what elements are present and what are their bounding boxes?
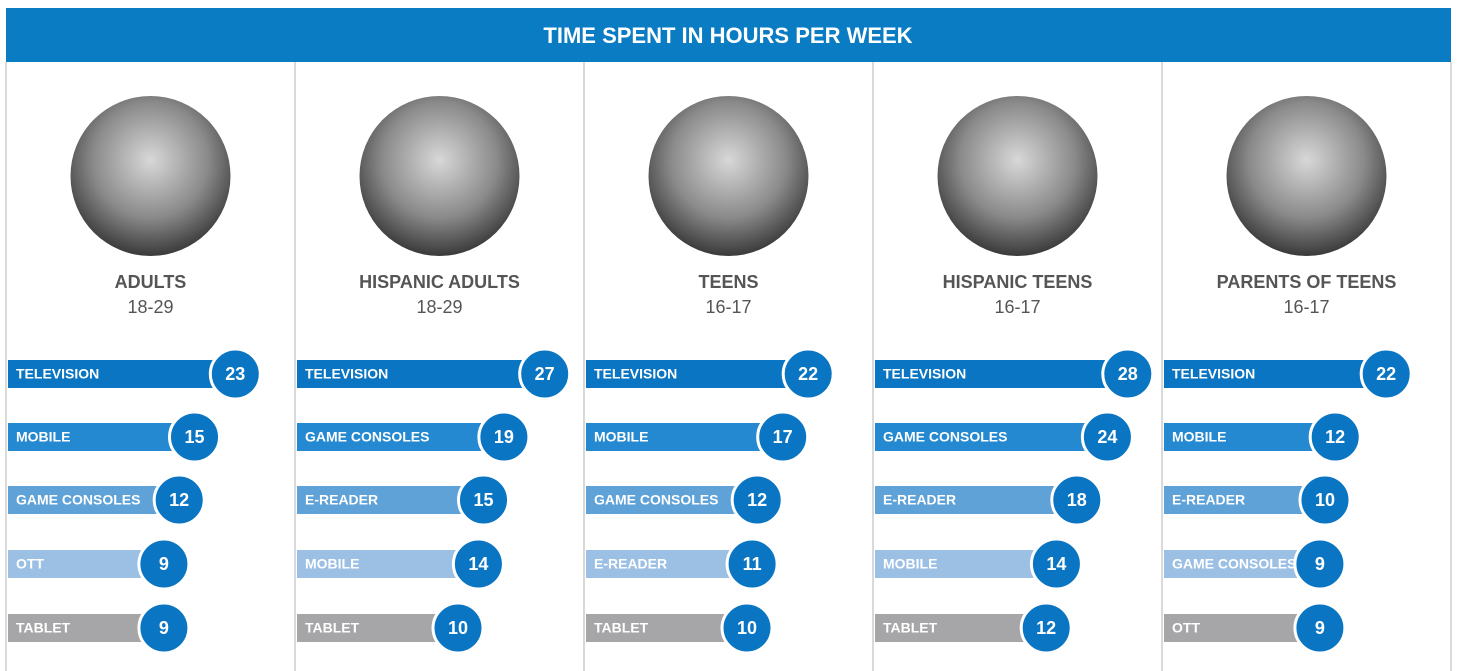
photo bbox=[649, 96, 809, 256]
value-label: 18 bbox=[1067, 490, 1087, 510]
value-label: 17 bbox=[773, 427, 793, 447]
panel-title: TEENS bbox=[698, 272, 758, 292]
header-title: TIME SPENT IN HOURS PER WEEK bbox=[543, 23, 912, 48]
bar-label: TELEVISION bbox=[1172, 366, 1255, 382]
value-label: 27 bbox=[535, 364, 555, 384]
value-label: 9 bbox=[159, 554, 169, 574]
panel-title: HISPANIC ADULTS bbox=[359, 272, 520, 292]
bar-label: TELEVISION bbox=[305, 366, 388, 382]
bar-label: TABLET bbox=[883, 620, 938, 636]
bar-label: GAME CONSOLES bbox=[305, 429, 429, 445]
bar-label: E-READER bbox=[594, 556, 667, 572]
value-label: 14 bbox=[468, 554, 488, 574]
panel-subtitle: 18-29 bbox=[416, 297, 462, 317]
bar-label: TABLET bbox=[594, 620, 649, 636]
bar-label: TELEVISION bbox=[16, 366, 99, 382]
value-label: 12 bbox=[1036, 618, 1056, 638]
photo bbox=[1227, 96, 1387, 256]
panel-title: PARENTS OF TEENS bbox=[1217, 272, 1397, 292]
value-label: 12 bbox=[747, 490, 767, 510]
bar-label: MOBILE bbox=[16, 429, 70, 445]
value-label: 10 bbox=[448, 618, 468, 638]
bar-label: TELEVISION bbox=[883, 366, 966, 382]
value-label: 22 bbox=[1376, 364, 1396, 384]
value-label: 9 bbox=[159, 618, 169, 638]
value-label: 10 bbox=[737, 618, 757, 638]
bar-label: OTT bbox=[16, 556, 44, 572]
photo bbox=[938, 96, 1098, 256]
value-label: 11 bbox=[743, 554, 762, 574]
value-label: 12 bbox=[169, 490, 189, 510]
value-label: 14 bbox=[1046, 554, 1066, 574]
value-label: 15 bbox=[184, 427, 204, 447]
bar-label: GAME CONSOLES bbox=[883, 429, 1007, 445]
value-label: 24 bbox=[1097, 427, 1117, 447]
bar-label: MOBILE bbox=[883, 556, 937, 572]
value-label: 23 bbox=[225, 364, 245, 384]
value-label: 22 bbox=[798, 364, 818, 384]
panel-subtitle: 16-17 bbox=[994, 297, 1040, 317]
bar-label: TABLET bbox=[305, 620, 360, 636]
value-label: 15 bbox=[473, 490, 493, 510]
panel-subtitle: 18-29 bbox=[127, 297, 173, 317]
bar-label: TELEVISION bbox=[594, 366, 677, 382]
bar-label: E-READER bbox=[1172, 492, 1245, 508]
panel-subtitle: 16-17 bbox=[705, 297, 751, 317]
value-label: 19 bbox=[494, 427, 514, 447]
value-label: 9 bbox=[1315, 554, 1325, 574]
bar-label: MOBILE bbox=[305, 556, 359, 572]
value-label: 9 bbox=[1315, 618, 1325, 638]
bar-label: E-READER bbox=[883, 492, 956, 508]
bar-label: OTT bbox=[1172, 620, 1200, 636]
photo bbox=[360, 96, 520, 256]
bar-label: GAME CONSOLES bbox=[594, 492, 718, 508]
value-label: 10 bbox=[1315, 490, 1335, 510]
panel-title: HISPANIC TEENS bbox=[943, 272, 1093, 292]
bar-label: GAME CONSOLES bbox=[1172, 556, 1296, 572]
bar-label: MOBILE bbox=[594, 429, 648, 445]
value-label: 12 bbox=[1325, 427, 1345, 447]
infographic: TIME SPENT IN HOURS PER WEEK ADULTS 18-29… bbox=[0, 0, 1457, 671]
bar-label: GAME CONSOLES bbox=[16, 492, 140, 508]
value-label: 28 bbox=[1118, 364, 1138, 384]
photo bbox=[71, 96, 231, 256]
panel-subtitle: 16-17 bbox=[1283, 297, 1329, 317]
panel-title: ADULTS bbox=[115, 272, 187, 292]
bar-label: E-READER bbox=[305, 492, 378, 508]
bar-label: TABLET bbox=[16, 620, 71, 636]
bar-label: MOBILE bbox=[1172, 429, 1226, 445]
